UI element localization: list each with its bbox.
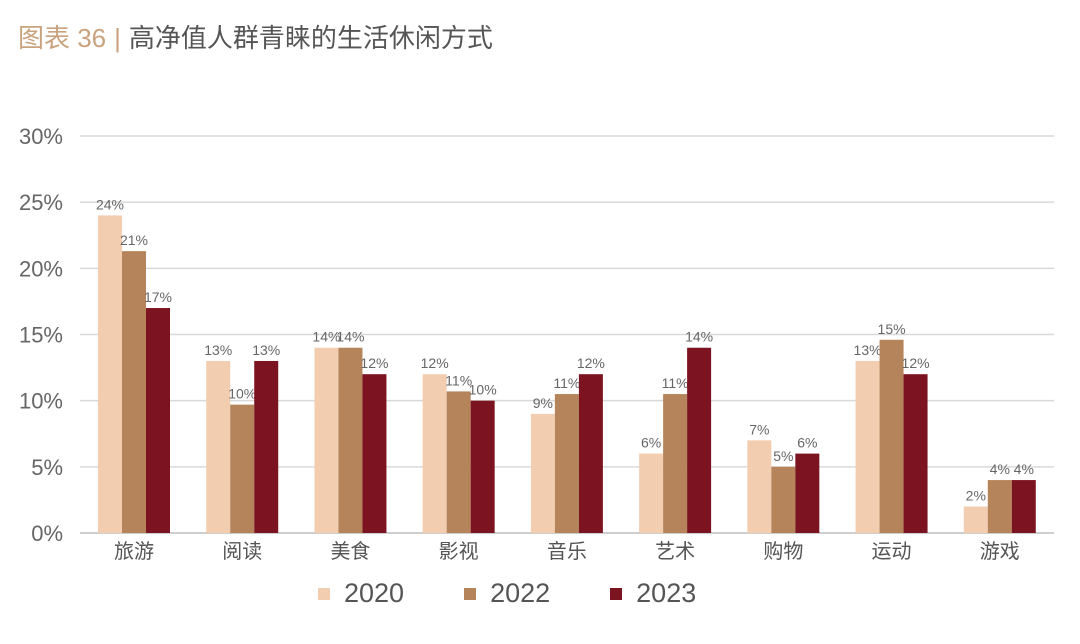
bar: [98, 215, 122, 533]
legend-swatch-2020: [318, 587, 330, 600]
data-label: 7%: [749, 421, 769, 437]
figure-label: 图表 36: [18, 23, 107, 53]
data-label: 12%: [360, 355, 388, 371]
chart-title: 图表 36 | 高净值人群青睐的生活休闲方式: [18, 20, 493, 56]
legend-label-2020: 2020: [344, 578, 405, 608]
y-tick-label: 10%: [19, 389, 63, 414]
data-label: 12%: [902, 355, 930, 371]
bar: [578, 374, 603, 533]
data-label: 13%: [252, 342, 280, 358]
data-label: 21%: [120, 232, 148, 248]
legend-item-2020: 2020: [318, 578, 404, 609]
data-label: 6%: [641, 435, 661, 451]
bar: [470, 400, 495, 533]
data-label: 10%: [469, 382, 497, 398]
title-text: 高净值人群青睐的生活休闲方式: [128, 23, 493, 53]
data-label: 14%: [336, 329, 364, 345]
bar: [146, 308, 170, 533]
data-label: 11%: [445, 372, 472, 388]
x-tick-label: 艺术: [655, 539, 695, 563]
bar: [530, 413, 555, 533]
legend-label-2022: 2022: [490, 578, 551, 608]
legend-item-2022: 2022: [464, 578, 550, 609]
bar: [879, 339, 904, 533]
data-label: 5%: [773, 448, 793, 464]
data-label: 15%: [878, 321, 906, 337]
data-label: 6%: [797, 435, 817, 451]
x-tick-label: 阅读: [222, 539, 262, 563]
bar: [362, 374, 387, 533]
y-tick-label: 25%: [19, 190, 63, 215]
x-tick-label: 旅游: [114, 539, 154, 563]
bar: [1011, 480, 1036, 533]
bar: [795, 453, 820, 533]
data-label: 12%: [577, 355, 605, 371]
data-label: 2%: [966, 488, 986, 504]
bar: [771, 466, 796, 533]
bar: [446, 391, 471, 533]
legend-swatch-2022: [464, 587, 477, 600]
data-label: 11%: [553, 375, 580, 391]
data-label: 13%: [854, 342, 882, 358]
data-label: 17%: [144, 289, 172, 305]
bar: [254, 360, 279, 533]
legend: 2020 2022 2023: [318, 578, 696, 609]
data-label: 11%: [662, 375, 689, 391]
x-tick-label: 游戏: [980, 539, 1020, 563]
x-tick-label: 影视: [439, 539, 479, 563]
data-label: 14%: [685, 329, 713, 345]
y-tick-label: 30%: [19, 124, 63, 149]
bar: [687, 347, 712, 533]
data-label: 14%: [312, 329, 340, 345]
y-tick-label: 20%: [19, 256, 63, 281]
y-tick-label: 15%: [19, 323, 63, 348]
bar: [422, 374, 447, 533]
data-label: 24%: [96, 196, 124, 212]
bar: [903, 374, 928, 533]
x-tick-label: 购物: [763, 539, 803, 563]
bar: [747, 440, 772, 533]
data-label: 13%: [204, 342, 232, 358]
data-label: 10%: [228, 386, 256, 402]
data-label: 4%: [1014, 461, 1034, 477]
legend-swatch-2023: [610, 587, 623, 600]
bar: [230, 404, 255, 533]
bar: [122, 251, 146, 533]
data-label: 12%: [421, 355, 449, 371]
bar: [314, 347, 339, 533]
data-label: 4%: [990, 461, 1010, 477]
bar: [663, 394, 688, 533]
bar: [855, 360, 880, 533]
y-tick-label: 5%: [31, 455, 63, 480]
bar: [963, 506, 988, 533]
bar: [639, 453, 664, 533]
bar: [206, 360, 231, 533]
title-separator: |: [114, 23, 121, 53]
bar: [554, 394, 579, 533]
x-tick-label: 运动: [872, 539, 912, 563]
bar: [338, 347, 363, 533]
x-tick-label: 音乐: [547, 539, 587, 563]
x-tick-label: 美食: [330, 539, 370, 563]
legend-item-2023: 2023: [610, 578, 696, 609]
y-tick-label: 0%: [31, 521, 63, 546]
bar: [987, 480, 1012, 533]
data-label: 9%: [533, 395, 553, 411]
legend-label-2023: 2023: [636, 578, 697, 608]
